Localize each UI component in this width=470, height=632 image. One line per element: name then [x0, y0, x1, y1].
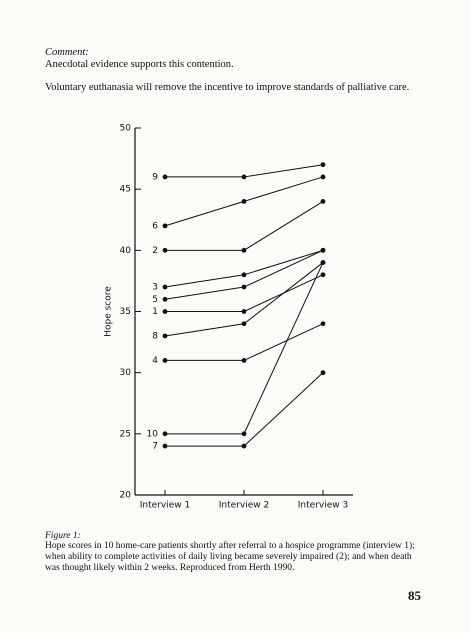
data-point — [162, 284, 168, 290]
data-point — [241, 431, 247, 437]
series-label: 7 — [152, 442, 158, 452]
data-point — [241, 443, 247, 449]
data-point — [241, 174, 247, 180]
comment-heading: Comment: — [45, 47, 89, 58]
data-point — [162, 333, 168, 339]
data-point — [241, 272, 247, 278]
x-tick-label: Interview 2 — [219, 501, 269, 511]
data-point — [162, 431, 168, 437]
series-label: 4 — [152, 356, 158, 366]
figure-caption: Hope scores in 10 home-care patients sho… — [45, 541, 415, 573]
data-point — [162, 296, 168, 302]
y-tick-label: 45 — [120, 185, 131, 195]
data-point — [241, 309, 247, 314]
y-tick-label: 40 — [120, 246, 132, 256]
data-point — [241, 358, 247, 363]
series-label: 2 — [152, 246, 158, 256]
x-tick-label: Interview 3 — [298, 501, 348, 511]
series-label: 3 — [152, 283, 158, 293]
data-point — [320, 174, 326, 180]
data-point — [162, 309, 168, 314]
data-point — [241, 199, 247, 204]
series-label: 8 — [152, 331, 158, 341]
series-label: 6 — [152, 221, 158, 231]
data-point — [241, 321, 247, 327]
data-point — [162, 247, 168, 253]
statement: Voluntary euthanasia will remove the inc… — [45, 82, 410, 93]
data-point — [320, 260, 326, 265]
data-point — [241, 247, 247, 253]
data-point — [162, 358, 168, 363]
y-tick-label: 30 — [120, 368, 132, 378]
y-tick-label: 50 — [120, 124, 132, 134]
series-label: 5 — [152, 295, 158, 305]
y-tick-label: 35 — [120, 307, 131, 317]
series-label: 1 — [152, 307, 158, 317]
data-point — [320, 247, 326, 253]
y-tick-label: 25 — [120, 429, 131, 439]
series-line — [165, 323, 324, 361]
y-tick-label: 20 — [120, 491, 132, 501]
data-point — [320, 162, 326, 168]
data-point — [320, 321, 326, 327]
data-point — [320, 199, 326, 204]
series-line — [165, 200, 324, 251]
data-point — [162, 174, 168, 180]
data-point — [162, 443, 168, 449]
figure-label: Figure 1: — [45, 531, 81, 541]
data-point — [320, 370, 326, 376]
series-label: 9 — [152, 172, 158, 182]
data-point — [162, 223, 168, 229]
x-tick-label: Interview 1 — [140, 501, 190, 511]
comment-text: Anecdotal evidence supports this content… — [45, 59, 234, 70]
page-number: 85 — [408, 588, 421, 603]
series-label: 10 — [147, 429, 159, 439]
data-point — [241, 284, 247, 290]
y-axis-label: Hope score — [104, 286, 114, 337]
data-point — [320, 272, 326, 278]
